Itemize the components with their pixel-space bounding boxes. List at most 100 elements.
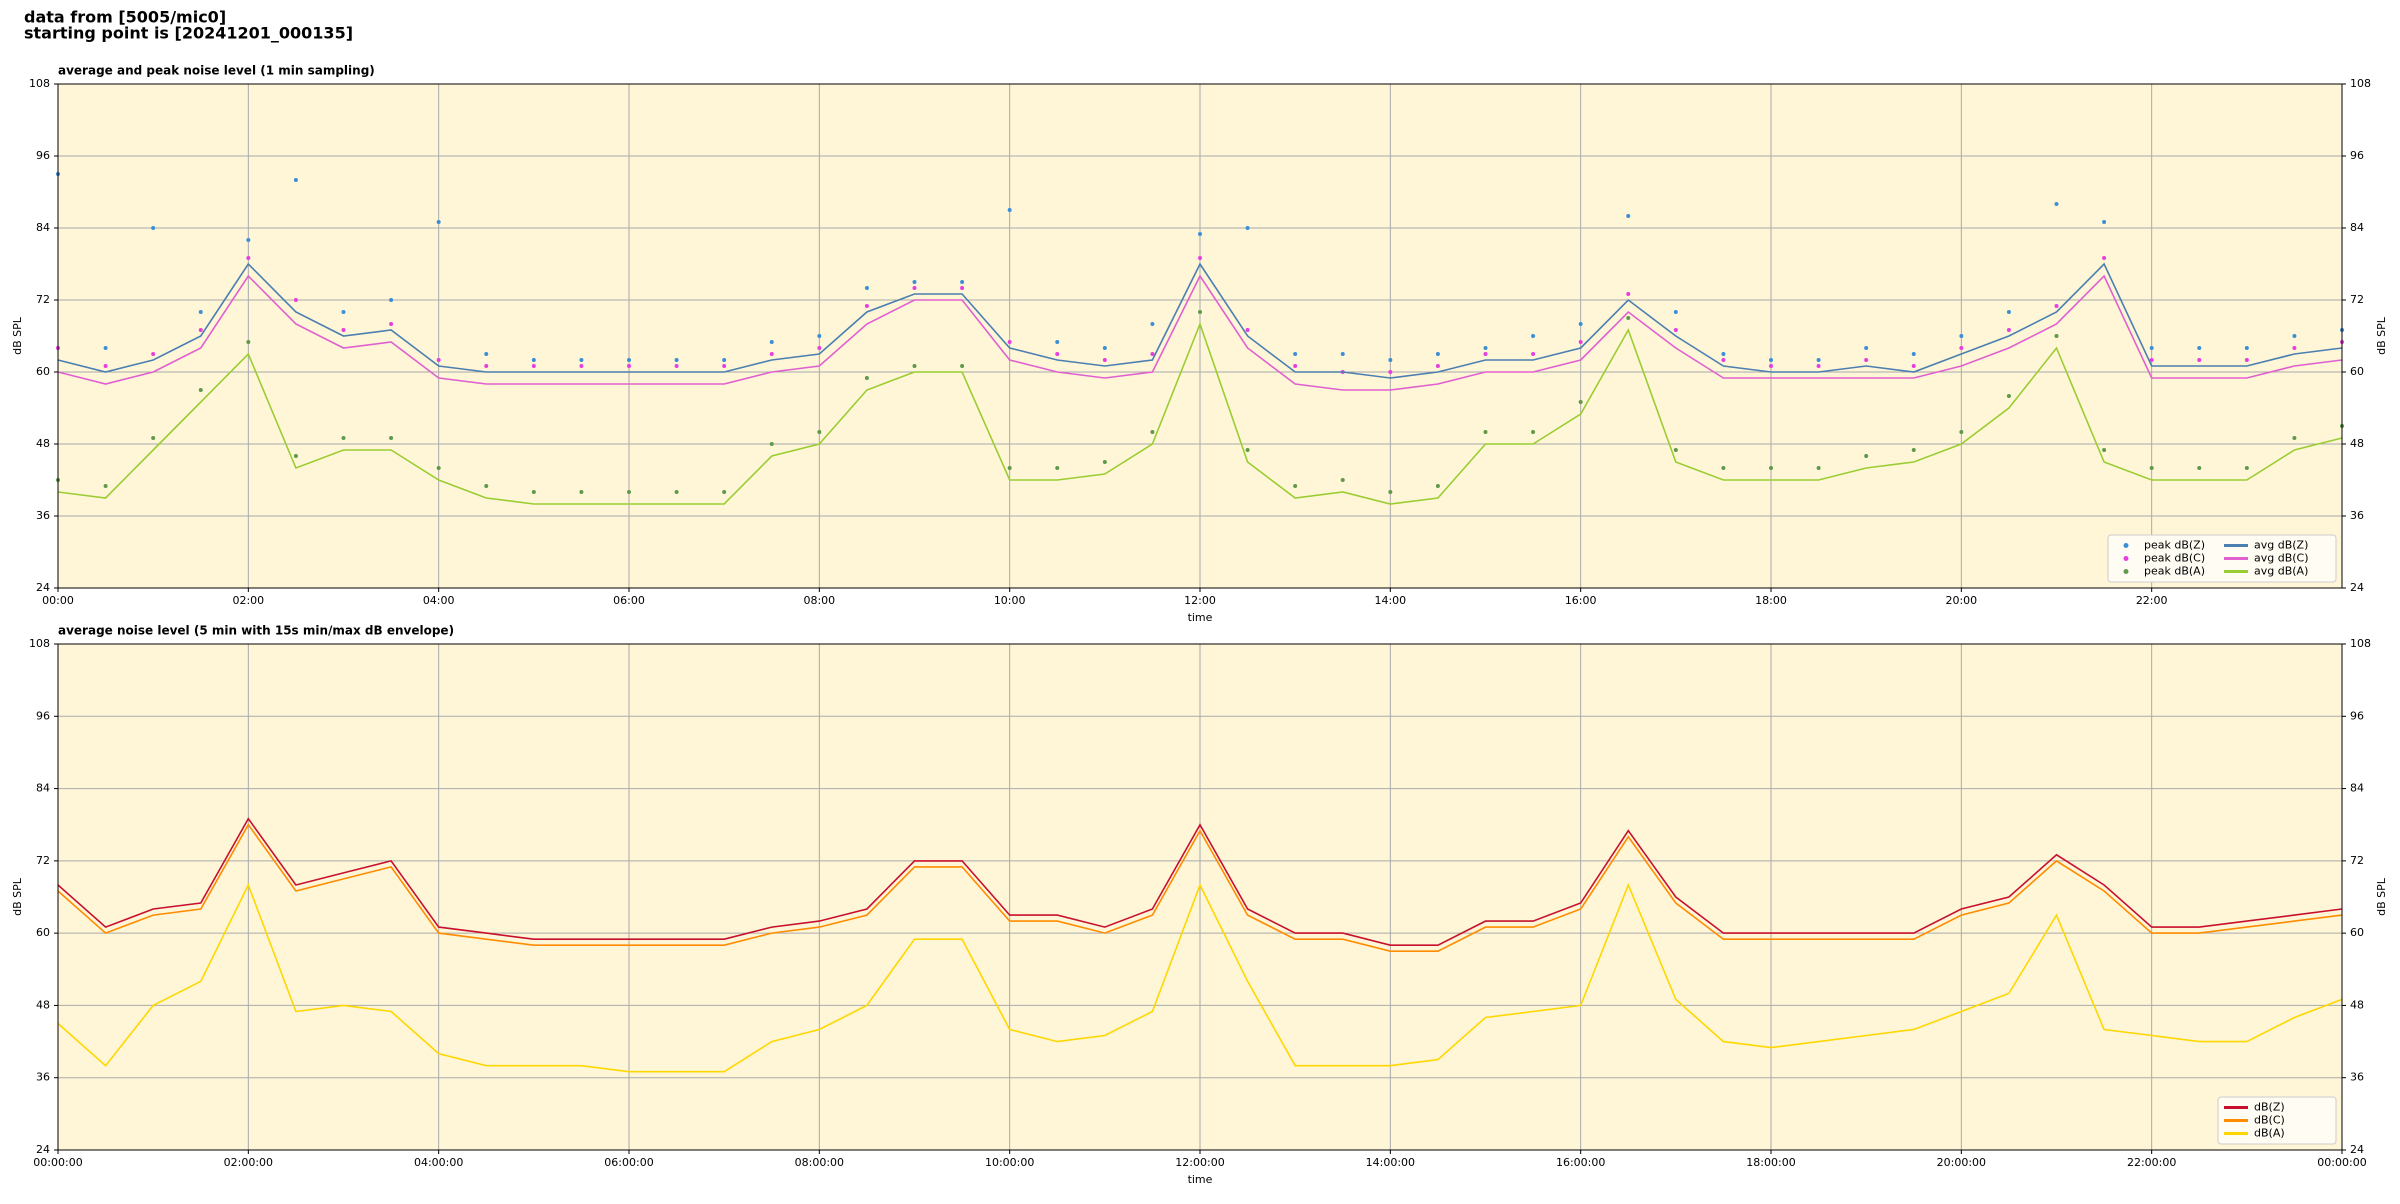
x-tick-label: 20:00:00 (1937, 1156, 1986, 1169)
peak-dot (1055, 340, 1060, 344)
series-line (57, 274, 2343, 391)
peak-dot (1911, 448, 1916, 452)
x-axis-label: time (1188, 1173, 1213, 1186)
peak-dot (1769, 466, 1773, 470)
peak-dot (389, 298, 394, 302)
peak-dot (341, 328, 346, 332)
peak-dot (1435, 364, 1440, 368)
x-tick-label: 22:00 (2136, 594, 2168, 607)
y2-axis-label: dB SPL (2375, 877, 2388, 916)
peak-dot (1531, 352, 1536, 356)
peak-dot (389, 436, 394, 440)
x-tick-label: 10:00:00 (985, 1156, 1034, 1169)
x-tick-label: 20:00 (1945, 594, 1977, 607)
peak-dot (912, 286, 917, 290)
peak-dot (1673, 448, 1678, 452)
y-tick-label: 108 (29, 77, 50, 90)
peak-dot (1911, 352, 1916, 356)
peak-dot (1388, 370, 1393, 374)
peak-dot (1245, 448, 1250, 452)
y-axis-label: dB SPL (11, 316, 24, 355)
x-axis-label: time (1188, 611, 1213, 624)
peak-dot (1483, 352, 1488, 356)
peak-dot (960, 280, 965, 284)
peak-dot (1959, 346, 1964, 350)
peak-dot (817, 346, 822, 350)
peak-dot (2006, 394, 2011, 398)
peak-dot (579, 490, 584, 494)
peak-dot (1959, 334, 1964, 338)
peak-dot (1150, 352, 1155, 356)
y2-tick-label: 96 (2350, 149, 2364, 162)
legend-label: peak dB(Z) (2144, 539, 2205, 552)
peak-dot (817, 334, 822, 338)
peak-dot (2197, 466, 2202, 470)
peak-dot (1293, 364, 1298, 368)
y-axis-label: dB SPL (11, 877, 24, 916)
legend-label: peak dB(C) (2144, 552, 2205, 565)
peak-dot (484, 352, 489, 356)
y-tick-label: 60 (36, 926, 50, 939)
peak-dot (246, 340, 251, 344)
peak-dot (103, 346, 108, 350)
peak-dot (2197, 346, 2202, 350)
peak-dot (1816, 364, 1821, 368)
peak-dot (103, 364, 108, 368)
peak-dot (627, 364, 631, 368)
peak-dot (2292, 334, 2297, 338)
peak-dot (1578, 340, 1583, 344)
legend-label: dB(A) (2254, 1127, 2285, 1140)
peak-dot (151, 226, 156, 230)
y-tick-label: 84 (36, 221, 50, 234)
peak-dot (864, 286, 869, 290)
peak-dot (1245, 226, 1250, 230)
y2-tick-label: 48 (2350, 437, 2364, 450)
peak-dot (2054, 334, 2059, 338)
peak-dot (2292, 346, 2297, 350)
peak-dot (864, 304, 869, 308)
chart-title: average and peak noise level (1 min samp… (58, 64, 375, 78)
peak-dot (1340, 478, 1345, 482)
series-line (57, 321, 2343, 505)
peak-dot (1816, 358, 1821, 362)
peak-dot (1531, 430, 1536, 434)
peak-dot (674, 490, 679, 494)
peak-dot (1007, 340, 1012, 344)
peak-dot (246, 238, 251, 242)
peak-dot (1483, 430, 1488, 434)
peak-dot (1245, 328, 1250, 332)
peak-dot (2149, 346, 2154, 350)
peak-dot (1198, 310, 1202, 314)
peak-dot (627, 358, 631, 362)
x-tick-label: 18:00 (1755, 594, 1787, 607)
y-tick-label: 108 (29, 637, 50, 650)
x-tick-label: 02:00:00 (224, 1156, 273, 1169)
peak-dot (1198, 256, 1202, 260)
x-tick-label: 18:00:00 (1746, 1156, 1795, 1169)
peak-dot (579, 364, 584, 368)
y-tick-label: 84 (36, 782, 50, 795)
y2-tick-label: 96 (2350, 709, 2364, 722)
y-tick-label: 96 (36, 709, 50, 722)
peak-dot (293, 178, 298, 182)
peak-dot (1102, 460, 1107, 464)
peak-dot (1435, 484, 1440, 488)
peak-dot (389, 322, 394, 326)
x-tick-label: 16:00 (1565, 594, 1597, 607)
peak-dot (1293, 484, 1298, 488)
peak-dot (769, 352, 774, 356)
peak-dot (1864, 358, 1869, 362)
legend-label: avg dB(C) (2254, 552, 2309, 565)
x-tick-label: 06:00 (613, 594, 645, 607)
header-line: starting point is [20241201_000135] (24, 24, 353, 43)
peak-dot (2102, 256, 2107, 260)
x-tick-label: 04:00:00 (414, 1156, 463, 1169)
peak-dot (151, 352, 156, 356)
peak-dot (1531, 334, 1536, 338)
peak-dot (579, 358, 584, 362)
peak-dot (1150, 430, 1155, 434)
peak-dot (1102, 358, 1107, 362)
peak-dot (817, 430, 822, 434)
peak-dot (1721, 358, 1726, 362)
